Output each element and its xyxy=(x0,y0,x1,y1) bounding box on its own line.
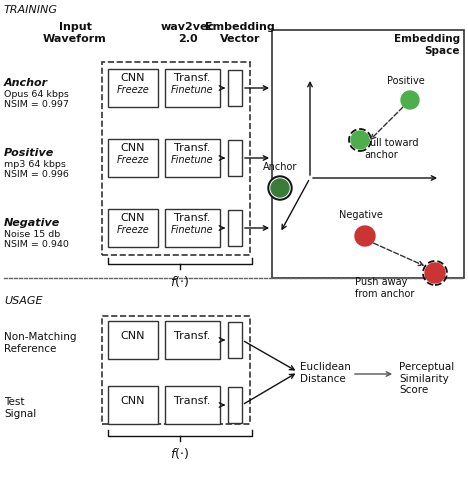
Text: CNN: CNN xyxy=(121,331,145,341)
Bar xyxy=(228,70,242,106)
Text: Finetune: Finetune xyxy=(171,85,213,95)
Text: Negative: Negative xyxy=(4,218,60,228)
Text: Transf.: Transf. xyxy=(174,213,210,223)
Text: Freeze: Freeze xyxy=(117,85,149,95)
Text: Non-Matching
Reference: Non-Matching Reference xyxy=(4,332,76,354)
Text: Anchor: Anchor xyxy=(263,162,297,172)
Text: CNN: CNN xyxy=(121,213,145,223)
Bar xyxy=(272,30,464,278)
Text: Transf.: Transf. xyxy=(174,73,210,83)
Bar xyxy=(108,139,158,177)
Circle shape xyxy=(401,91,419,109)
Text: CNN: CNN xyxy=(121,396,145,406)
Text: Embedding
Vector: Embedding Vector xyxy=(205,22,275,44)
Text: Push away
from anchor: Push away from anchor xyxy=(355,277,414,298)
Bar xyxy=(228,322,242,358)
Text: Transf.: Transf. xyxy=(174,143,210,153)
Text: Finetune: Finetune xyxy=(171,225,213,235)
Circle shape xyxy=(425,263,445,283)
Text: Pull toward
anchor: Pull toward anchor xyxy=(364,138,418,160)
Bar xyxy=(228,140,242,176)
Bar xyxy=(108,69,158,107)
Bar xyxy=(108,386,158,424)
Text: wav2vec
2.0: wav2vec 2.0 xyxy=(161,22,215,44)
Text: $f(\cdot)$: $f(\cdot)$ xyxy=(170,446,190,461)
Circle shape xyxy=(268,176,292,200)
Bar xyxy=(165,139,220,177)
Circle shape xyxy=(270,178,290,198)
Text: Freeze: Freeze xyxy=(117,155,149,165)
Text: CNN: CNN xyxy=(121,143,145,153)
Text: Negative: Negative xyxy=(339,210,383,220)
Text: Opus 64 kbps
NSIM = 0.997: Opus 64 kbps NSIM = 0.997 xyxy=(4,90,69,109)
Text: $f(\cdot)$: $f(\cdot)$ xyxy=(170,274,190,289)
Text: Noise 15 db
NSIM = 0.940: Noise 15 db NSIM = 0.940 xyxy=(4,230,69,249)
Text: Freeze: Freeze xyxy=(117,225,149,235)
Circle shape xyxy=(355,226,375,246)
Text: Transf.: Transf. xyxy=(174,331,210,341)
Bar xyxy=(228,210,242,246)
Bar xyxy=(102,62,250,255)
Text: CNN: CNN xyxy=(121,73,145,83)
Bar xyxy=(165,209,220,247)
Text: Embedding
Space: Embedding Space xyxy=(394,34,460,55)
Circle shape xyxy=(271,179,289,197)
Text: Perceptual
Similarity
Score: Perceptual Similarity Score xyxy=(399,362,454,395)
Text: Finetune: Finetune xyxy=(171,155,213,165)
Bar xyxy=(108,321,158,359)
Text: Positive: Positive xyxy=(387,76,425,86)
Text: USAGE: USAGE xyxy=(4,296,43,306)
Bar xyxy=(165,321,220,359)
Text: Transf.: Transf. xyxy=(174,396,210,406)
Text: Euclidean
Distance: Euclidean Distance xyxy=(300,362,351,384)
Text: Positive: Positive xyxy=(4,148,54,158)
Text: TRAINING: TRAINING xyxy=(4,5,58,15)
Bar xyxy=(228,387,242,423)
Text: mp3 64 kbps
NSIM = 0.996: mp3 64 kbps NSIM = 0.996 xyxy=(4,160,69,179)
Text: Anchor: Anchor xyxy=(4,78,48,88)
Circle shape xyxy=(351,131,369,149)
Bar xyxy=(108,209,158,247)
Bar xyxy=(165,386,220,424)
Text: Input
Waveform: Input Waveform xyxy=(43,22,107,44)
Bar xyxy=(165,69,220,107)
Text: Test
Signal: Test Signal xyxy=(4,397,36,418)
Bar xyxy=(102,316,250,424)
